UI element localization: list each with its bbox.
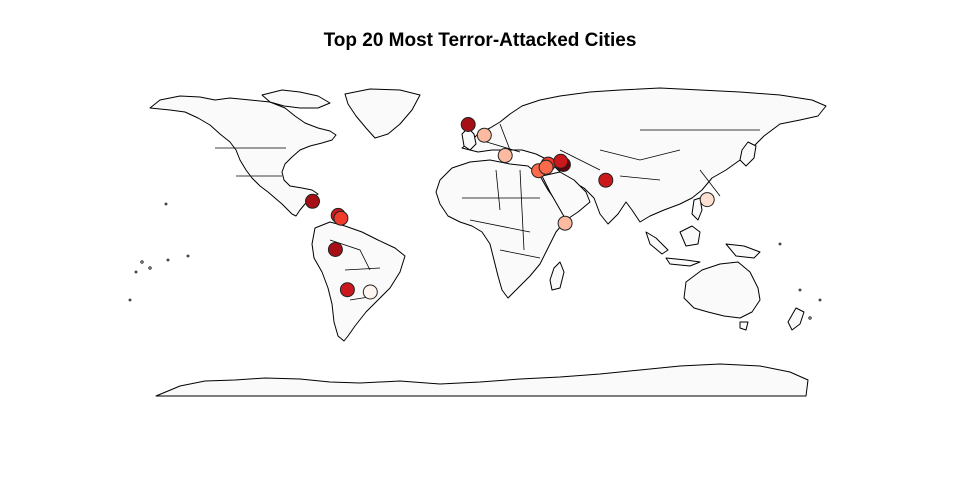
philippines xyxy=(691,197,703,221)
new-guinea xyxy=(725,243,761,259)
borneo xyxy=(679,225,701,247)
city-marker-16 xyxy=(339,282,355,298)
city-marker-1 xyxy=(460,117,476,132)
city-marker-13 xyxy=(333,210,349,226)
city-marker-17 xyxy=(362,284,378,300)
sumatra xyxy=(645,231,669,255)
australia xyxy=(683,261,761,319)
africa xyxy=(435,159,567,299)
new-zealand xyxy=(787,307,805,331)
land-layer xyxy=(149,87,827,397)
japan xyxy=(739,141,757,167)
city-marker-11 xyxy=(699,192,715,208)
city-marker-10 xyxy=(557,215,573,231)
java xyxy=(665,257,701,267)
north-america xyxy=(149,95,337,217)
city-marker-6 xyxy=(538,159,554,175)
arabian-peninsula xyxy=(541,171,591,221)
city-marker-9 xyxy=(598,172,614,188)
city-markers xyxy=(305,117,715,300)
city-marker-3 xyxy=(497,148,513,163)
arctic-islands xyxy=(261,89,331,109)
madagascar xyxy=(549,261,565,291)
city-marker-2 xyxy=(476,127,492,143)
city-marker-8 xyxy=(553,153,569,169)
south-america xyxy=(311,221,406,342)
city-marker-14 xyxy=(305,193,320,209)
map-title: Top 20 Most Terror-Attacked Cities xyxy=(323,30,637,51)
greenland xyxy=(344,88,421,139)
tasmania xyxy=(739,321,749,331)
antarctica xyxy=(155,363,809,397)
small-islands xyxy=(128,202,822,320)
city-marker-15 xyxy=(327,242,343,257)
